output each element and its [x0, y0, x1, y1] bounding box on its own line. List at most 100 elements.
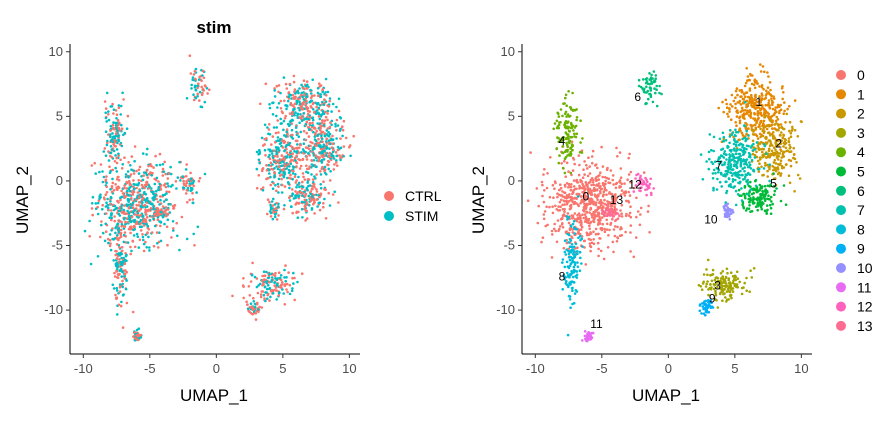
cluster-label: 1	[755, 95, 762, 109]
data-point	[746, 181, 750, 184]
legend-label: 12	[857, 299, 873, 315]
data-point	[784, 141, 788, 145]
data-point	[795, 161, 798, 164]
legend-label: 7	[857, 202, 865, 218]
data-point	[742, 114, 746, 117]
data-point	[573, 232, 576, 235]
data-point	[604, 214, 607, 218]
data-point	[155, 197, 158, 201]
data-point	[96, 212, 100, 216]
data-point	[322, 124, 326, 127]
data-point	[91, 213, 94, 217]
data-point	[749, 185, 752, 188]
data-point	[279, 170, 282, 173]
data-point	[117, 303, 121, 307]
data-point	[317, 133, 320, 136]
data-point	[605, 222, 609, 226]
data-point	[153, 177, 156, 181]
data-point	[123, 262, 127, 266]
data-point	[587, 197, 590, 201]
data-point	[322, 103, 326, 106]
data-point	[145, 183, 149, 186]
data-point	[596, 198, 599, 201]
data-point	[796, 173, 800, 177]
data-point	[306, 178, 310, 181]
legend-swatch	[836, 282, 846, 293]
data-point	[597, 254, 600, 258]
data-point	[569, 239, 573, 242]
data-point	[326, 127, 330, 130]
legend-swatch	[836, 243, 846, 254]
data-point	[135, 203, 138, 207]
data-point	[273, 215, 277, 219]
data-point	[612, 200, 616, 204]
data-point	[607, 234, 610, 237]
data-point	[758, 189, 761, 192]
data-point	[275, 114, 278, 118]
data-point	[775, 187, 778, 190]
data-point	[729, 118, 733, 121]
data-point	[125, 279, 128, 282]
data-point	[780, 125, 784, 129]
data-point	[761, 190, 765, 193]
data-point	[753, 188, 757, 191]
data-point	[255, 186, 259, 190]
data-point	[753, 86, 757, 90]
data-point	[559, 140, 563, 143]
data-point	[579, 256, 582, 260]
data-point	[115, 243, 119, 246]
data-point	[111, 132, 114, 135]
data-point	[592, 217, 596, 221]
data-point	[313, 183, 316, 186]
data-point	[789, 150, 793, 153]
data-point	[279, 107, 283, 110]
data-point	[747, 127, 750, 130]
data-point	[280, 191, 284, 194]
data-point	[557, 140, 560, 143]
data-point	[569, 306, 572, 310]
data-point	[772, 97, 776, 100]
data-point	[316, 94, 320, 97]
data-point	[575, 118, 578, 122]
data-point	[616, 212, 619, 215]
data-point	[137, 204, 141, 207]
data-point	[246, 303, 249, 306]
data-point	[259, 102, 262, 106]
data-point	[739, 95, 742, 98]
data-point	[324, 91, 327, 94]
data-point	[771, 151, 775, 155]
data-point	[336, 124, 340, 127]
data-point	[279, 141, 283, 145]
data-point	[83, 229, 87, 233]
data-point	[742, 148, 746, 152]
data-point	[756, 112, 759, 115]
data-point	[277, 131, 280, 134]
data-point	[753, 154, 757, 157]
data-point	[745, 289, 748, 293]
data-point	[285, 276, 288, 279]
data-point	[257, 308, 260, 311]
data-point	[587, 219, 590, 222]
data-point	[325, 94, 328, 97]
data-point	[654, 77, 657, 80]
data-point	[746, 103, 749, 107]
data-point	[104, 111, 107, 115]
data-point	[119, 260, 122, 264]
data-point	[267, 128, 271, 131]
data-point	[255, 277, 259, 280]
data-point	[271, 204, 275, 207]
data-point	[710, 301, 713, 305]
data-point	[289, 173, 292, 177]
data-point	[299, 130, 303, 134]
data-point	[604, 179, 607, 183]
data-point	[571, 214, 575, 218]
data-point	[644, 77, 648, 81]
data-point	[563, 210, 566, 214]
data-point	[322, 112, 326, 115]
data-point	[297, 135, 301, 138]
data-point	[590, 212, 593, 216]
data-point	[93, 161, 96, 165]
data-point	[763, 161, 767, 165]
data-point	[258, 152, 262, 155]
data-point	[602, 210, 606, 214]
